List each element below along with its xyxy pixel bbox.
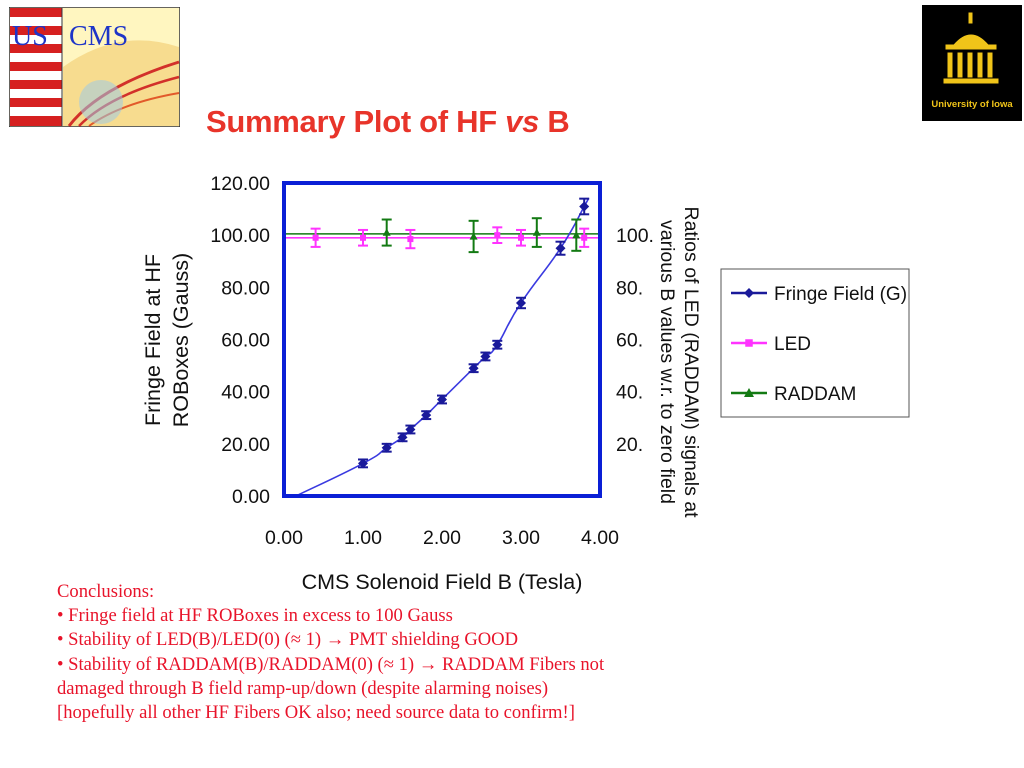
y-axis-label: Fringe Field at HF ROBoxes (Gauss): [141, 253, 193, 427]
conclusion-bullet-3-line-3: [hopefully all other HF Fibers OK also; …: [57, 702, 575, 724]
legend-marker-fringe: [744, 288, 754, 298]
legend-label-fringe: Fringe Field (G): [774, 284, 907, 305]
fringe-point: [381, 442, 392, 453]
legend-label-raddam: RADDAM: [774, 384, 856, 405]
plot-frame: [282, 181, 602, 498]
fringe-point: [555, 243, 566, 254]
fringe-point: [480, 351, 491, 362]
fringe-point: [421, 410, 432, 421]
legend-label-led: LED: [774, 334, 811, 355]
legend-marker-raddam: [744, 388, 754, 397]
x-tick-labels: 0.00 1.00 2.00 3.00 4.00: [265, 527, 619, 549]
led-point: [360, 234, 366, 241]
y2-tick-labels: 20. 40. 60. 80. 100.: [616, 225, 654, 456]
led-point: [581, 234, 588, 241]
conclusion-bullet-1: • Fringe field at HF ROBoxes in excess t…: [57, 605, 453, 627]
y2-axis-label: Ratios of LED (RADDAM) signals at variou…: [656, 206, 702, 518]
conclusion-bullet-3-line-1: • Stability of RADDAM(B)/RADDAM(0) (≈ 1)…: [57, 653, 605, 675]
page-title: Summary Plot of HF vs B: [206, 104, 570, 140]
fringe-point: [437, 394, 447, 405]
y2-axis-label-line-2: various B values w.r. to zero field: [656, 220, 678, 504]
conclusions-block: Conclusions: • Fringe field at HF ROBoxe…: [57, 580, 777, 725]
us-flag-stripes: [10, 8, 62, 126]
raddam-point: [382, 228, 391, 236]
y-tick-label: 0.00: [232, 486, 270, 508]
x-tick-label: 1.00: [344, 527, 382, 549]
title-main-text: Summary Plot of HF: [206, 104, 506, 139]
fringe-point: [516, 297, 526, 308]
logo-university-text: University of Iowa: [931, 99, 1013, 110]
y2-tick-label: 100.: [616, 225, 654, 247]
summary-chart: Fringe Field at HF ROBoxes (Gauss) Ratio…: [141, 173, 910, 594]
legend-marker-led: [745, 339, 753, 347]
raddam-point: [572, 231, 581, 239]
fringe-point: [405, 424, 416, 435]
led-point: [407, 236, 414, 243]
legend: Fringe Field (G) LED RADDAM: [720, 268, 910, 418]
conclusion-bullet-2: • Stability of LED(B)/LED(0) (≈ 1) → PMT…: [57, 629, 519, 651]
us-cms-logo: US CMS: [9, 7, 180, 127]
y2-tick-label: 60.: [616, 330, 643, 352]
conclusions-heading: Conclusions:: [57, 581, 155, 602]
y2-tick-label: 80.: [616, 277, 643, 299]
y2-tick-label: 40.: [616, 382, 643, 404]
y-tick-label: 80.00: [221, 277, 270, 299]
fringe-point: [397, 432, 408, 443]
led-point: [518, 234, 524, 241]
raddam-point: [469, 232, 478, 240]
logo-us-text: US: [12, 21, 48, 52]
y2-axis-label-line-1: Ratios of LED (RADDAM) signals at: [680, 206, 702, 518]
led-point: [312, 234, 319, 241]
x-axis-label: CMS Solenoid Field B (Tesla): [302, 570, 583, 594]
fringe-fit-curve: [295, 197, 590, 497]
led-point: [494, 232, 501, 239]
logo-cms-text: CMS: [69, 21, 128, 52]
y-tick-label: 20.00: [221, 434, 270, 456]
x-tick-label: 4.00: [581, 527, 619, 549]
y-tick-label: 100.00: [210, 225, 270, 247]
y-tick-label: 60.00: [221, 330, 270, 352]
data-points: [310, 197, 590, 469]
y-axis-label-line-1: Fringe Field at HF: [141, 254, 165, 426]
raddam-point: [532, 228, 541, 236]
conclusion-bullet-3-line-2: damaged through B field ramp-up/down (de…: [57, 677, 549, 699]
fit-lines: [284, 197, 600, 497]
fringe-point: [468, 363, 479, 374]
y-tick-labels: 0.00 20.00 40.00 60.00 80.00 100.00 120.00: [210, 173, 270, 508]
fringe-point: [358, 458, 368, 469]
fringe-point: [492, 339, 503, 350]
x-tick-label: 3.00: [502, 527, 540, 549]
legend-items: Fringe Field (G) LED RADDAM: [731, 284, 907, 405]
title-vs-text: vs: [505, 104, 540, 139]
y-tick-label: 120.00: [210, 173, 270, 195]
y-axis-label-line-2: ROBoxes (Gauss): [169, 253, 193, 427]
fringe-point: [579, 201, 590, 212]
y-tick-label: 40.00: [221, 382, 270, 404]
x-tick-label: 2.00: [423, 527, 461, 549]
university-of-iowa-logo: University of Iowa: [922, 5, 1022, 121]
y2-tick-label: 20.: [616, 434, 643, 456]
x-tick-label: 0.00: [265, 527, 303, 549]
title-end-text: B: [539, 104, 570, 139]
